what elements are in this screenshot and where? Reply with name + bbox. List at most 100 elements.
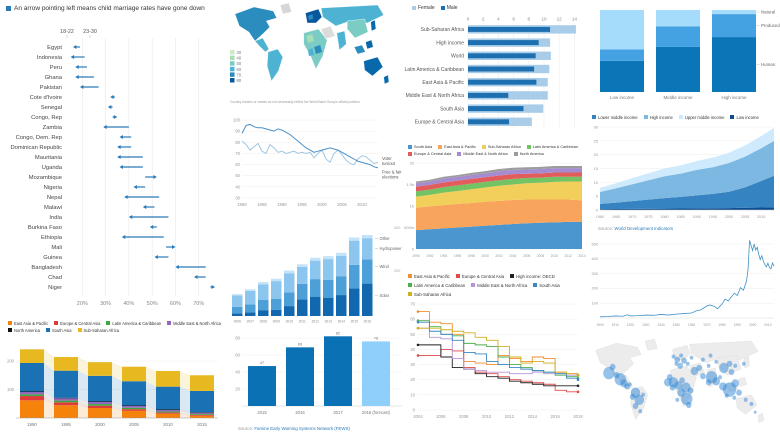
- data-bubble: [708, 353, 713, 358]
- data-bubble: [674, 381, 683, 390]
- legend-label: East Asia & Pacific: [444, 145, 476, 149]
- row-label: Egypt: [47, 45, 62, 51]
- source-link[interactable]: Famine Early Warning Systems Network (FE…: [254, 426, 350, 431]
- disasters-line: [599, 240, 775, 318]
- legend-item: Europe & Central Asia: [408, 152, 451, 156]
- bar-segment: [297, 266, 308, 284]
- bar-segment: [156, 413, 180, 418]
- bar-label: 2015: [197, 422, 207, 427]
- bar-segment: [600, 10, 644, 50]
- row-label: Niger: [48, 285, 62, 291]
- bar-segment: [54, 405, 78, 418]
- legend-label: South Asia: [414, 145, 433, 149]
- country-shape: [737, 377, 747, 387]
- bar-segment: [310, 257, 321, 261]
- step-line: [418, 321, 579, 380]
- bar-segment: [271, 298, 282, 310]
- row-label: India: [49, 215, 62, 221]
- legend-label: South Asia: [539, 282, 560, 288]
- axis-label: 1992: [426, 254, 434, 258]
- bar-label: 2018 (forecast): [362, 410, 391, 415]
- country-shape: [370, 19, 377, 32]
- data-bubble: [753, 410, 757, 414]
- bar-label: 2007: [247, 320, 255, 324]
- bar-label: 2015: [257, 410, 267, 415]
- axis-label: 2012: [564, 254, 572, 258]
- axis-label: 500: [592, 241, 599, 246]
- row-label: Uganda: [42, 165, 63, 171]
- data-bubble: [714, 359, 719, 364]
- flow-band: [180, 413, 190, 418]
- data-bubble: [705, 379, 712, 386]
- bar-segment: [20, 349, 44, 363]
- axis-label: 2014: [578, 254, 586, 258]
- bar-segment: [54, 398, 78, 401]
- map-caption: Country borders or names do not necessar…: [230, 100, 361, 104]
- legend-label: Low income: [736, 114, 759, 120]
- data-bubble: [736, 389, 742, 396]
- bar-segment: [323, 298, 334, 316]
- country-shape: [595, 343, 642, 379]
- bar-segment: [323, 259, 334, 280]
- axis-label: 30%: [100, 301, 111, 307]
- axis-label: 400: [394, 226, 400, 230]
- legend-swatch: [408, 152, 412, 156]
- source-link[interactable]: World Development Indicators: [614, 226, 674, 231]
- legend-label: Middle East & North Africa: [463, 152, 508, 156]
- bar-segment: [271, 309, 282, 316]
- bar-segment: [336, 252, 347, 256]
- disasters-canvas: 100 200 300 400 500 1900 1910 1920 1930 1940 1950 1…: [592, 240, 775, 327]
- legend-item: North America: [8, 328, 40, 333]
- axis-label: 80: [235, 336, 240, 341]
- legend-item: East Asia & Pacific: [408, 274, 450, 279]
- axis-label: 70%: [193, 301, 204, 307]
- bar-label: 1990: [27, 422, 37, 427]
- legend-label: 30: [237, 50, 242, 55]
- segment-label: Produced: [761, 23, 780, 28]
- legend-item: High income: OECD: [510, 274, 555, 279]
- data-point: [576, 390, 580, 394]
- food-insecurity-canvas: 20 40 60 80 47 2015 69 2016 82 2017 76 2018 (foreca…: [235, 332, 402, 415]
- axis-label: 2014: [528, 414, 538, 419]
- axis-label: 1990: [692, 215, 700, 219]
- data-bubble: [741, 361, 746, 366]
- bar-label: 2015: [351, 320, 359, 324]
- flow-band: [180, 410, 190, 415]
- bar-segment: [284, 292, 295, 307]
- legend-label: North America: [14, 327, 40, 333]
- axis-label: 40: [410, 347, 415, 352]
- axis-label: 1990: [734, 323, 742, 327]
- row-label: Senegal: [41, 105, 62, 111]
- arrow-head: [172, 245, 176, 249]
- data-bubble: [627, 382, 632, 387]
- flow-band: [146, 366, 156, 387]
- country-shape: [757, 413, 764, 423]
- bar-segment: [190, 412, 214, 413]
- world-map: [595, 338, 764, 423]
- legend-item: High income: [643, 115, 673, 120]
- legend-swatch: [457, 152, 462, 156]
- area-series: [600, 127, 774, 193]
- flow-band: [78, 398, 88, 405]
- legend-label: 60: [237, 67, 242, 72]
- axis-label: 2: [482, 17, 485, 22]
- source-prefix: Source:: [598, 226, 614, 231]
- axis-label: 1985: [257, 202, 267, 207]
- bar-segment: [232, 313, 243, 316]
- data-bubble: [685, 361, 690, 366]
- legend-label: Europe & Central Asia: [60, 320, 101, 326]
- data-bubble: [728, 368, 735, 376]
- legend-item: Latin America & Caribbean: [526, 145, 578, 149]
- panel-enrollment-bars: Female Male 0 2 4 6 8 10 12 14 Sub-Saharan Africa…: [402, 2, 588, 144]
- data-bubble: [726, 360, 733, 367]
- bar-label: 1995: [61, 422, 71, 427]
- area-series: [416, 176, 582, 197]
- flow-band: [78, 357, 88, 376]
- axis-label: 50: [235, 173, 240, 178]
- bar-segment: [349, 288, 360, 316]
- arrow-head: [117, 155, 121, 159]
- axis-label: 80: [235, 140, 240, 145]
- axis-label: 1990: [412, 254, 420, 258]
- legend-swatch: [455, 274, 460, 278]
